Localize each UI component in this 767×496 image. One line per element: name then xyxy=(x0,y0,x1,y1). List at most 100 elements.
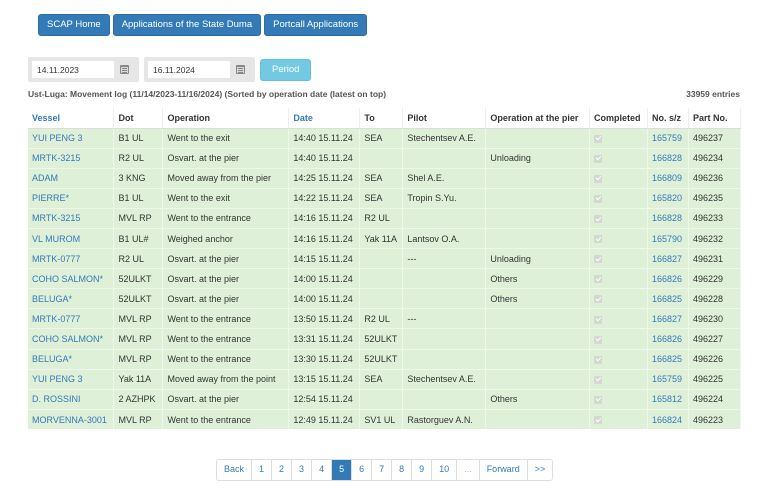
no-sz-link[interactable]: 165759 xyxy=(652,133,683,144)
cell-vessel: PIERRE* xyxy=(28,187,115,209)
page-1[interactable]: 1 xyxy=(252,460,273,480)
vessel-link[interactable]: YUI PENG 3 xyxy=(32,374,83,385)
cell-no-sz: 165759 xyxy=(647,368,690,390)
date-to-input[interactable]: 16.11.2024 xyxy=(148,61,230,78)
vessel-link[interactable]: BELUGA* xyxy=(32,293,73,304)
table-row: D. ROSSINI 2 AZHPK Osvart. at the pier 12:5… xyxy=(28,388,741,410)
cell-pilot xyxy=(402,288,487,309)
date-from-input[interactable]: 14.11.2023 xyxy=(32,61,114,78)
no-sz-link[interactable]: 166809 xyxy=(652,173,683,184)
page-6[interactable]: 6 xyxy=(352,460,373,480)
cell-vessel: MORVENNA-3001 xyxy=(28,408,115,430)
completed-checkbox[interactable] xyxy=(594,154,603,163)
completed-checkbox[interactable] xyxy=(594,395,603,404)
vessel-link[interactable]: MRTK-3215 xyxy=(32,153,81,164)
table-header-row: Vessel Dot Operation Date To Pilot Opera… xyxy=(28,108,741,129)
scap-home-button[interactable]: SCAP Home xyxy=(38,14,110,36)
page-back-button[interactable]: Back xyxy=(217,460,253,480)
table-row: PIERRE* B1 UL Went to the exit 14:22 15.11.… xyxy=(28,187,741,209)
page-last-button[interactable]: >> xyxy=(527,460,553,480)
vessel-link[interactable]: YUI PENG 3 xyxy=(32,133,83,144)
cell-operation-at-pier xyxy=(485,408,591,430)
no-sz-link[interactable]: 166828 xyxy=(652,213,683,224)
cell-vessel: MRTK-3215 xyxy=(28,147,115,169)
table-row: MRTK-3215 R2 UL Osvart. at the pier 14:40 1… xyxy=(28,147,741,169)
completed-checkbox[interactable] xyxy=(594,174,603,183)
cell-pilot: Stechentsev A.E. xyxy=(402,127,487,149)
vessel-link[interactable]: COHO SALMON* xyxy=(32,273,104,284)
vessel-link[interactable]: BELUGA* xyxy=(32,354,73,365)
completed-checkbox[interactable] xyxy=(594,375,603,384)
vessel-link[interactable]: COHO SALMON* xyxy=(32,333,104,344)
cell-completed xyxy=(589,288,649,309)
completed-checkbox[interactable] xyxy=(594,134,603,143)
no-sz-link[interactable]: 166826 xyxy=(652,273,683,284)
cell-pilot: --- xyxy=(402,308,487,329)
no-sz-link[interactable]: 165820 xyxy=(652,193,683,204)
completed-checkbox[interactable] xyxy=(594,255,603,264)
period-button[interactable]: Period xyxy=(260,58,312,81)
page-8[interactable]: 8 xyxy=(392,460,413,480)
cell-vessel: D. ROSSINI xyxy=(28,388,115,410)
vessel-link[interactable]: MRTK-3215 xyxy=(32,213,81,224)
completed-checkbox[interactable] xyxy=(594,235,603,244)
date-to-calendar-button[interactable] xyxy=(230,61,251,78)
column-header-date[interactable]: Date xyxy=(288,108,361,129)
cell-part-no: 496229 xyxy=(688,268,741,289)
no-sz-link[interactable]: 165759 xyxy=(652,374,683,385)
portcall-applications-button[interactable]: Portcall Applications xyxy=(264,14,368,36)
no-sz-link[interactable]: 166825 xyxy=(652,293,683,304)
vessel-link[interactable]: ADAM xyxy=(32,173,59,184)
completed-checkbox[interactable] xyxy=(594,194,603,203)
cell-dot: B1 UL xyxy=(113,127,164,149)
date-from-calendar-button[interactable] xyxy=(114,61,135,78)
no-sz-link[interactable]: 166828 xyxy=(652,153,683,164)
cell-to: SEA xyxy=(359,368,404,390)
completed-checkbox[interactable] xyxy=(594,215,603,224)
no-sz-link[interactable]: 166827 xyxy=(652,253,683,264)
page-7[interactable]: 7 xyxy=(372,460,393,480)
cell-to xyxy=(359,248,404,269)
page-9[interactable]: 9 xyxy=(412,460,433,480)
page-4[interactable]: 4 xyxy=(312,460,333,480)
date-from-group: 14.11.2023 xyxy=(28,57,139,82)
completed-checkbox[interactable] xyxy=(594,295,603,304)
no-sz-link[interactable]: 165790 xyxy=(652,233,683,244)
cell-operation-at-pier: Others xyxy=(485,388,591,410)
cell-part-no: 496228 xyxy=(688,288,741,309)
page-forward-button[interactable]: Forward xyxy=(479,460,528,480)
completed-checkbox[interactable] xyxy=(594,355,603,364)
cell-operation: Moved away from the pier xyxy=(162,167,290,189)
cell-no-sz: 166825 xyxy=(647,348,690,370)
vessel-link[interactable]: MRTK-0777 xyxy=(32,253,81,264)
page-5[interactable]: 5 xyxy=(332,460,353,480)
completed-checkbox[interactable] xyxy=(594,335,603,344)
column-header-completed: Completed xyxy=(589,108,649,129)
no-sz-link[interactable]: 166825 xyxy=(652,354,683,365)
no-sz-link[interactable]: 166826 xyxy=(652,333,683,344)
no-sz-link[interactable]: 166824 xyxy=(652,414,683,425)
vessel-link[interactable]: MORVENNA-3001 xyxy=(32,414,107,425)
page-3[interactable]: 3 xyxy=(292,460,313,480)
completed-checkbox[interactable] xyxy=(594,315,603,324)
vessel-link[interactable]: PIERRE* xyxy=(32,193,70,204)
vessel-link[interactable]: D. ROSSINI xyxy=(32,394,81,405)
cell-operation-at-pier: Unloading xyxy=(485,147,591,169)
vessel-link[interactable]: VL MUROM xyxy=(32,233,81,244)
column-header-vessel[interactable]: Vessel xyxy=(28,108,115,129)
state-duma-applications-button[interactable]: Applications of the State Duma xyxy=(112,14,262,36)
page-10[interactable]: 10 xyxy=(432,460,458,480)
completed-checkbox[interactable] xyxy=(594,275,603,284)
table-row: MRTK-3215 MVL RP Went to the entrance 14:16… xyxy=(28,207,741,229)
column-header-dot: Dot xyxy=(113,108,164,129)
no-sz-link[interactable]: 165812 xyxy=(652,394,683,405)
vessel-link[interactable]: MRTK-0777 xyxy=(32,313,81,324)
completed-checkbox[interactable] xyxy=(594,416,603,425)
page-2[interactable]: 2 xyxy=(272,460,293,480)
cell-date: 14:40 15.11.24 xyxy=(288,127,361,149)
no-sz-link[interactable]: 166827 xyxy=(652,313,683,324)
page-ellipsis: ... xyxy=(457,460,480,480)
cell-dot: R2 UL xyxy=(113,147,164,169)
cell-pilot xyxy=(402,207,487,229)
cell-operation: Went to the exit xyxy=(162,187,290,209)
